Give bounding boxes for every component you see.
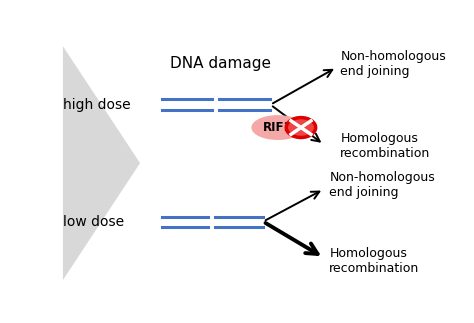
- Polygon shape: [63, 46, 140, 280]
- Circle shape: [286, 118, 316, 138]
- Text: Non-homologous
end joining: Non-homologous end joining: [329, 172, 435, 200]
- Text: Homologous
recombination: Homologous recombination: [329, 246, 419, 275]
- Text: RIF1: RIF1: [263, 121, 292, 134]
- Text: high dose: high dose: [63, 98, 130, 112]
- Text: low dose: low dose: [63, 214, 124, 229]
- Ellipse shape: [251, 115, 304, 140]
- Text: DNA damage: DNA damage: [170, 56, 272, 71]
- Text: Non-homologous
end joining: Non-homologous end joining: [340, 50, 446, 78]
- Text: Homologous
recombination: Homologous recombination: [340, 132, 430, 160]
